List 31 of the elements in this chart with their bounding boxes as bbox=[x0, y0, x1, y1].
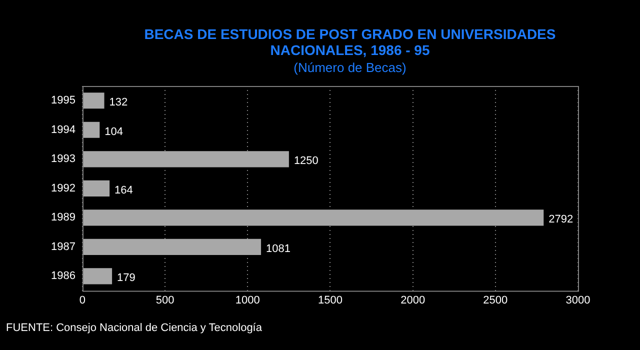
data-label: 1250 bbox=[294, 155, 318, 168]
y-tick-label: 1995 bbox=[50, 94, 76, 107]
bar bbox=[82, 180, 110, 196]
data-label: 104 bbox=[104, 126, 124, 138]
bar bbox=[82, 238, 262, 255]
bar bbox=[82, 92, 104, 109]
data-label: 164 bbox=[114, 184, 133, 196]
x-tick-label: 0 bbox=[79, 294, 86, 306]
bar bbox=[82, 122, 100, 138]
x-tick-label: 2500 bbox=[483, 294, 508, 306]
data-label: 179 bbox=[117, 272, 136, 284]
x-tick-label: 500 bbox=[156, 294, 174, 306]
x-tick-label: 3000 bbox=[566, 294, 590, 306]
bar bbox=[82, 210, 544, 226]
y-tick-label: 1993 bbox=[50, 153, 76, 166]
y-tick-label: 1989 bbox=[50, 212, 76, 224]
y-tick-label: 1994 bbox=[50, 124, 76, 136]
y-tick-label: 1987 bbox=[50, 240, 76, 253]
y-tick-label: 1986 bbox=[50, 270, 76, 282]
bar bbox=[82, 268, 112, 284]
chart-title: BECAS DE ESTUDIOS DE POST GRADO EN UNIVERSIDADES NACIONALES, 1986 - 95 bbox=[143, 26, 557, 58]
x-tick-label: 1500 bbox=[318, 294, 342, 306]
bar bbox=[82, 151, 289, 168]
y-tick-label: 1992 bbox=[50, 182, 76, 194]
data-label: 1081 bbox=[266, 242, 291, 255]
source-note: FUENTE: Consejo Nacional de Ciencia y Tecnología bbox=[6, 322, 262, 334]
x-tick-label: 1000 bbox=[235, 294, 260, 306]
data-label: 2792 bbox=[548, 214, 574, 226]
data-label: 132 bbox=[109, 96, 128, 109]
x-tick-label: 2000 bbox=[400, 294, 426, 306]
chart-subtitle: (Número de Becas) bbox=[292, 60, 408, 75]
